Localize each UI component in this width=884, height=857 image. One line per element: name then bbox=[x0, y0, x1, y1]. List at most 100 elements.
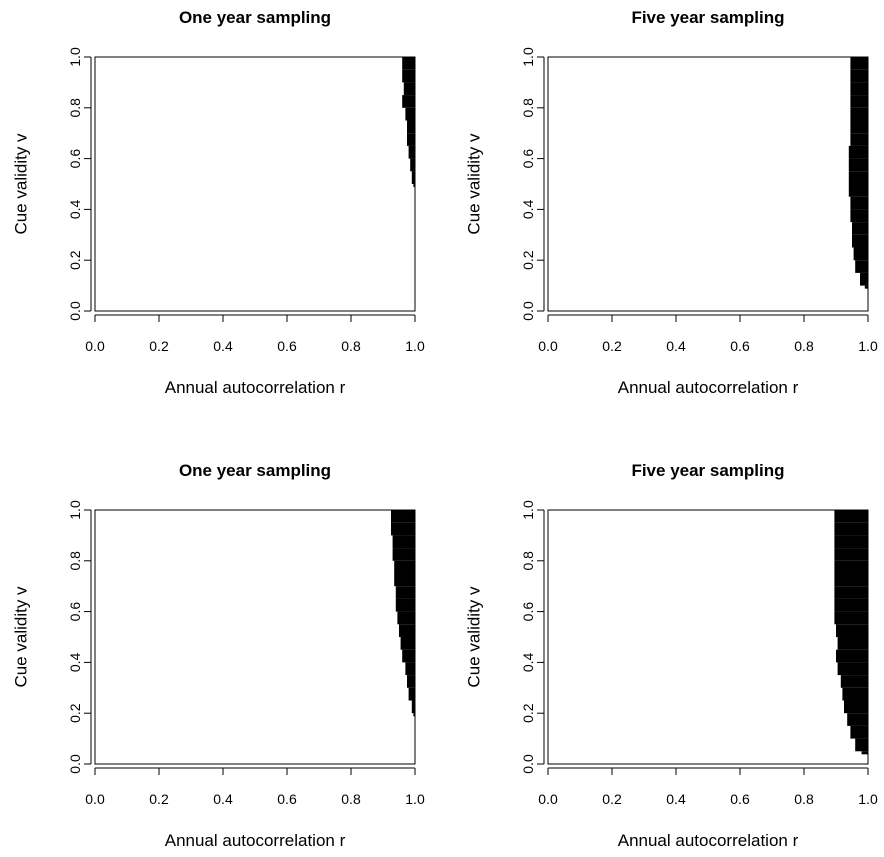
region-cell bbox=[850, 57, 868, 70]
y-axis-label: Cue validity v bbox=[465, 133, 484, 235]
x-tick-label: 0.6 bbox=[730, 791, 750, 807]
x-tick-label: 0.4 bbox=[213, 791, 233, 807]
x-tick-label: 0.0 bbox=[538, 338, 558, 354]
region-cell bbox=[394, 573, 415, 587]
panel-1: 0.0 0.2 0.4 0.6 0.8 1.0 0.0 0.2 0.4 0.6 0.8 1.0 One … bbox=[12, 8, 425, 397]
y-tick-label: 0.4 bbox=[67, 199, 83, 219]
x-tick-label: 0.6 bbox=[277, 791, 297, 807]
region-cell bbox=[860, 272, 868, 286]
panel-4: 0.0 0.2 0.4 0.6 0.8 1.0 0.0 0.2 0.4 0.6 0.8 1.0 Five… bbox=[465, 461, 878, 850]
y-tick-label: 0.6 bbox=[67, 149, 83, 169]
region-cell bbox=[836, 649, 868, 663]
region-cell bbox=[850, 82, 868, 96]
region-cell bbox=[847, 713, 868, 726]
region-cell bbox=[395, 586, 415, 599]
x-tick-label: 1.0 bbox=[858, 791, 878, 807]
region-cell bbox=[864, 285, 868, 289]
region-cell bbox=[836, 624, 868, 637]
y-axis-label: Cue validity v bbox=[12, 586, 31, 688]
panel-3: 0.0 0.2 0.4 0.6 0.8 1.0 0.0 0.2 0.4 0.6 0.8 1.0 One … bbox=[12, 461, 425, 850]
region-cell bbox=[834, 560, 868, 574]
y-tick-label: 0.4 bbox=[520, 199, 536, 219]
region-cell bbox=[850, 209, 868, 223]
region-cell bbox=[852, 234, 868, 248]
chart-title: One year sampling bbox=[179, 8, 331, 27]
y-tick-label: 1.0 bbox=[67, 500, 83, 520]
y-tick-label: 0.6 bbox=[67, 602, 83, 622]
y-tick-label: 0.0 bbox=[520, 754, 536, 774]
region-cell bbox=[850, 95, 868, 108]
region-cell bbox=[407, 133, 415, 146]
x-tick-label: 0.8 bbox=[341, 338, 361, 354]
region-cell bbox=[834, 573, 868, 587]
y-axis-label: Cue validity v bbox=[12, 133, 31, 235]
x-axis-label: Annual autocorrelation r bbox=[618, 378, 799, 397]
region-cell bbox=[834, 510, 868, 523]
region-cell bbox=[392, 548, 415, 561]
region-cell bbox=[853, 247, 868, 261]
x-tick-label: 0.0 bbox=[538, 791, 558, 807]
region-cell bbox=[413, 713, 415, 717]
region-cell bbox=[413, 184, 415, 188]
y-tick-label: 0.8 bbox=[67, 551, 83, 571]
plot-frame bbox=[547, 56, 869, 312]
region-cell bbox=[855, 738, 868, 752]
region-cell bbox=[407, 120, 415, 134]
region-cell bbox=[408, 145, 415, 159]
region-cell bbox=[392, 535, 415, 549]
x-tick-label: 0.2 bbox=[602, 338, 622, 354]
x-axis-label: Annual autocorrelation r bbox=[618, 831, 799, 850]
region-cell bbox=[850, 107, 868, 121]
region-cell bbox=[405, 107, 415, 121]
region-cell bbox=[407, 675, 415, 688]
x-tick-label: 0.0 bbox=[85, 338, 105, 354]
region-cell bbox=[850, 725, 868, 739]
region-cell bbox=[400, 637, 415, 650]
region-cell bbox=[850, 196, 868, 210]
x-tick-label: 0.4 bbox=[666, 791, 686, 807]
region-cell bbox=[837, 637, 868, 650]
x-tick-label: 0.2 bbox=[602, 791, 622, 807]
region-cell bbox=[399, 624, 415, 637]
x-tick-label: 0.0 bbox=[85, 791, 105, 807]
plot-border bbox=[547, 509, 869, 765]
x-tick-label: 0.2 bbox=[149, 338, 169, 354]
y-tick-label: 0.0 bbox=[520, 301, 536, 321]
y-tick-label: 0.8 bbox=[67, 98, 83, 118]
region-cell bbox=[391, 510, 415, 523]
region-cell bbox=[397, 611, 415, 625]
region-cell bbox=[848, 184, 868, 197]
y-tick-label: 0.4 bbox=[67, 652, 83, 672]
region-cell bbox=[855, 260, 868, 273]
region-cell bbox=[402, 649, 415, 663]
x-tick-label: 1.0 bbox=[405, 338, 425, 354]
region-cell bbox=[403, 82, 415, 96]
region-cell bbox=[834, 522, 868, 536]
plot-frame bbox=[94, 509, 416, 765]
region-cell bbox=[850, 133, 868, 146]
region-cell bbox=[408, 687, 415, 701]
x-tick-label: 0.4 bbox=[666, 338, 686, 354]
x-tick-label: 0.6 bbox=[730, 338, 750, 354]
x-tick-label: 0.2 bbox=[149, 791, 169, 807]
y-tick-label: 1.0 bbox=[520, 47, 536, 67]
x-tick-label: 0.8 bbox=[794, 791, 814, 807]
y-tick-label: 0.6 bbox=[520, 602, 536, 622]
x-tick-label: 0.8 bbox=[794, 338, 814, 354]
region-cell bbox=[834, 611, 868, 625]
chart-title: One year sampling bbox=[179, 461, 331, 480]
y-tick-label: 0.0 bbox=[67, 754, 83, 774]
region-cell bbox=[394, 560, 415, 574]
region-cell bbox=[852, 222, 868, 235]
region-cell bbox=[834, 586, 868, 599]
y-axis-label: Cue validity v bbox=[465, 586, 484, 688]
region-cell bbox=[411, 171, 415, 184]
region-cell bbox=[405, 662, 415, 676]
region-cell bbox=[410, 158, 415, 172]
panel-2: 0.0 0.2 0.4 0.6 0.8 1.0 0.0 0.2 0.4 0.6 0.8 1.0 Five… bbox=[465, 8, 878, 397]
region-cell bbox=[850, 69, 868, 83]
region-cell bbox=[840, 675, 868, 688]
region-cell bbox=[842, 687, 868, 701]
region-cell bbox=[411, 700, 415, 714]
